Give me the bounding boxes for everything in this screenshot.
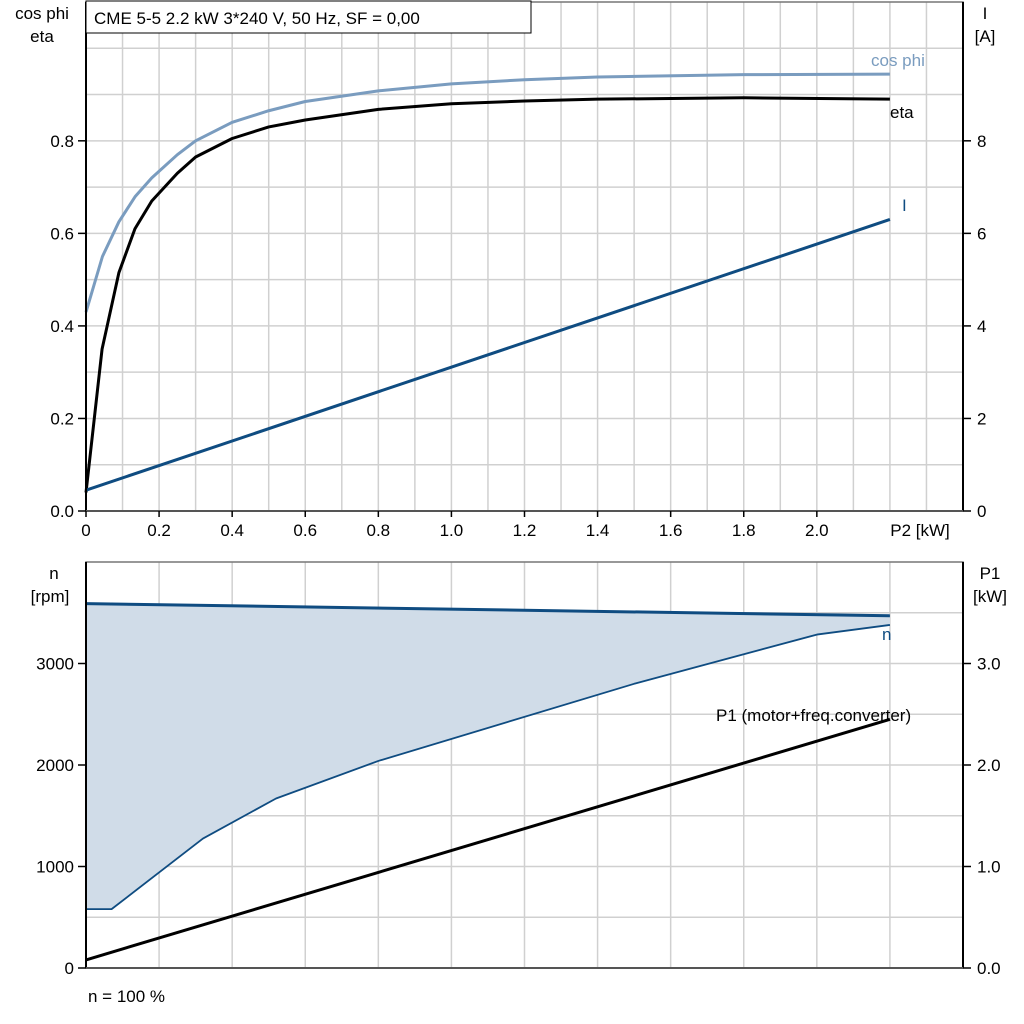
- x-tick-label: 0.8: [367, 521, 391, 540]
- series-line-p1-motor-freq-converter: [85, 717, 891, 962]
- x-tick-label: 0.2: [147, 521, 171, 540]
- y-left-tick-label: 0.8: [50, 132, 74, 151]
- y-right-tick-label: 2: [977, 409, 986, 428]
- series-line-n: [85, 602, 890, 618]
- x-tick-label: 2.0: [805, 521, 829, 540]
- y-left-tick-label: 0: [65, 959, 74, 978]
- x-tick-label: 0.4: [220, 521, 244, 540]
- x-tick-label: 1.4: [586, 521, 610, 540]
- y-right-tick-label: 1.0: [977, 858, 1001, 877]
- y-right-tick-label: 6: [977, 224, 986, 243]
- x-tick-label: 0.6: [293, 521, 317, 540]
- series-label-i: I: [902, 196, 907, 215]
- x-tick-label: 1.8: [732, 521, 756, 540]
- x-tick-label: 1.2: [513, 521, 537, 540]
- footnote: n = 100 %: [88, 987, 165, 1006]
- y-right-label-p1: P1: [980, 564, 1001, 583]
- y-right-tick-label: 0: [977, 502, 986, 521]
- y-left-tick-label: 0.4: [50, 317, 74, 336]
- y-right-label-1: I: [983, 4, 988, 23]
- series-line-n-min: [86, 624, 891, 911]
- series-label-eta: eta: [890, 103, 914, 122]
- series-line-cos-phi: [84, 72, 890, 313]
- y-left-tick-label: 1000: [36, 858, 74, 877]
- y-right-tick-label: 2.0: [977, 756, 1001, 775]
- y-right-label-kw: [kW]: [973, 587, 1007, 606]
- y-right-tick-label: 4: [977, 317, 986, 336]
- series-label-n: n: [882, 625, 891, 644]
- y-left-label-2: eta: [30, 27, 54, 46]
- speed-range-fill: [86, 603, 890, 910]
- speed-range-area: [86, 603, 890, 910]
- y-left-label-rpm: [rpm]: [31, 587, 70, 606]
- y-right-label-2: [A]: [975, 27, 996, 46]
- series-line-eta: [84, 96, 890, 493]
- y-left-tick-label: 0.0: [50, 502, 74, 521]
- x-axis-label: P2 [kW]: [890, 521, 950, 540]
- series-label-p1: P1 (motor+freq.converter): [716, 706, 911, 725]
- chart-title: CME 5-5 2.2 kW 3*240 V, 50 Hz, SF = 0,00: [94, 9, 420, 28]
- y-left-tick-label: 3000: [36, 655, 74, 674]
- y-left-label-1: cos phi: [15, 4, 69, 23]
- series: [84, 72, 891, 962]
- y-left-tick-label: 0.2: [50, 409, 74, 428]
- axes: [78, 1, 971, 969]
- series-line-i: [85, 218, 891, 492]
- title-box: [85, 0, 532, 34]
- y-left-tick-label: 2000: [36, 756, 74, 775]
- x-tick-label: 0: [81, 521, 90, 540]
- y-left-tick-label: 0.6: [50, 224, 74, 243]
- y-right-tick-label: 0.0: [977, 959, 1001, 978]
- series-label-cos-phi: cos phi: [871, 51, 925, 70]
- x-tick-label: 1.6: [659, 521, 683, 540]
- y-right-tick-label: 8: [977, 132, 986, 151]
- y-left-label-n: n: [49, 564, 58, 583]
- y-right-tick-label: 3.0: [977, 655, 1001, 674]
- x-tick-label: 1.0: [440, 521, 464, 540]
- tick-labels: 0.0 0.2 0.4 0.6 0.8 0 2 4 6 8 0 0.2 0.4 0.6 0.8 1.0 1.2 1…: [36, 132, 1000, 978]
